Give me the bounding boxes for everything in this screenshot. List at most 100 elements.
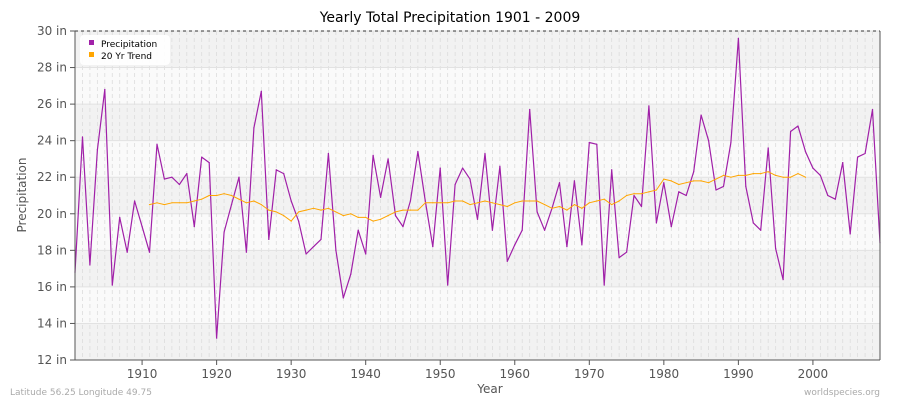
precipitation-point bbox=[298, 220, 300, 222]
trend-point bbox=[640, 193, 643, 195]
precipitation-point bbox=[633, 194, 635, 197]
precipitation-point bbox=[201, 156, 203, 158]
precipitation-point bbox=[730, 141, 732, 144]
precipitation-point bbox=[752, 222, 754, 224]
x-tick-label: 1910 bbox=[127, 367, 158, 381]
trend-point bbox=[596, 200, 598, 202]
trend-point bbox=[529, 200, 531, 202]
precipitation-point bbox=[842, 162, 844, 164]
trend-point bbox=[380, 218, 382, 220]
precipitation-point bbox=[104, 88, 106, 91]
trend-point bbox=[387, 215, 389, 217]
trend-point bbox=[603, 198, 605, 200]
trend-point bbox=[469, 204, 471, 206]
trend-point bbox=[290, 220, 292, 222]
trend-point bbox=[543, 204, 546, 206]
y-tick-label: 12 in bbox=[37, 353, 67, 367]
legend-label-precipitation: Precipitation bbox=[101, 40, 157, 50]
precipitation-point bbox=[849, 233, 851, 235]
precipitation-point bbox=[320, 238, 322, 240]
precipitation-point bbox=[461, 167, 464, 169]
precipitation-point bbox=[134, 200, 136, 202]
trend-point bbox=[678, 183, 680, 186]
precipitation-point bbox=[409, 200, 412, 202]
trend-point bbox=[148, 204, 151, 206]
x-tick-label: 1960 bbox=[499, 367, 530, 381]
precipitation-point bbox=[141, 225, 143, 228]
precipitation-point bbox=[693, 171, 695, 173]
trend-point bbox=[432, 202, 434, 204]
y-tick-label: 14 in bbox=[37, 316, 67, 330]
x-tick-label: 1980 bbox=[649, 367, 680, 381]
trend-point bbox=[461, 200, 464, 202]
precipitation-point bbox=[655, 222, 657, 224]
x-tick-label: 1950 bbox=[425, 367, 456, 381]
precipitation-point bbox=[119, 216, 121, 219]
trend-point bbox=[320, 209, 322, 211]
precipitation-point bbox=[596, 143, 598, 145]
precipitation-point bbox=[111, 284, 113, 286]
trend-point bbox=[201, 198, 203, 200]
precipitation-point bbox=[857, 156, 859, 158]
precipitation-point bbox=[178, 183, 180, 186]
y-tick-label: 22 in bbox=[37, 170, 67, 184]
precipitation-point bbox=[536, 211, 538, 213]
trend-point bbox=[670, 180, 672, 182]
x-axis-label: Year bbox=[476, 382, 502, 396]
precipitation-point bbox=[640, 205, 643, 208]
trend-point bbox=[476, 202, 479, 204]
trend-point bbox=[775, 174, 777, 176]
trend-point bbox=[439, 202, 441, 204]
trend-point bbox=[745, 174, 747, 176]
trend-point bbox=[521, 200, 523, 202]
trend-point bbox=[514, 202, 516, 204]
precipitation-point bbox=[581, 244, 583, 246]
precipitation-point bbox=[216, 337, 218, 339]
precipitation-point bbox=[208, 162, 210, 164]
trend-point bbox=[298, 211, 300, 213]
precipitation-point bbox=[417, 151, 419, 153]
precipitation-point bbox=[260, 90, 262, 92]
precipitation-point bbox=[588, 141, 590, 144]
precipitation-point bbox=[499, 165, 501, 167]
location-label: Latitude 56.25 Longitude 49.75 bbox=[10, 388, 152, 398]
y-tick-label: 20 in bbox=[37, 207, 67, 221]
trend-point bbox=[417, 209, 419, 211]
precipitation-point bbox=[715, 189, 717, 191]
precipitation-point bbox=[365, 253, 367, 255]
trend-point bbox=[752, 172, 754, 175]
precipitation-point bbox=[700, 114, 702, 116]
precipitation-point bbox=[864, 152, 866, 155]
trend-point bbox=[618, 200, 620, 202]
precipitation-point bbox=[156, 143, 158, 145]
precipitation-point bbox=[804, 151, 807, 153]
trend-point bbox=[268, 209, 270, 211]
precipitation-point bbox=[163, 178, 166, 180]
trend-point bbox=[163, 204, 166, 206]
trend-point bbox=[245, 202, 248, 204]
precipitation-point bbox=[424, 200, 426, 202]
precipitation-point bbox=[782, 278, 784, 281]
trend-point bbox=[260, 204, 262, 206]
precipitation-point bbox=[439, 167, 441, 169]
x-tick-label: 1920 bbox=[201, 367, 232, 381]
precipitation-point bbox=[775, 247, 777, 250]
trend-point bbox=[499, 204, 501, 206]
precipitation-point bbox=[275, 169, 277, 171]
source-label: worldspecies.org bbox=[804, 388, 880, 398]
trend-point bbox=[700, 180, 702, 182]
trend-point bbox=[551, 207, 553, 209]
trend-point bbox=[797, 172, 799, 175]
precipitation-point bbox=[566, 246, 568, 248]
trend-point bbox=[193, 200, 195, 202]
precipitation-point bbox=[126, 251, 128, 253]
precipitation-point bbox=[819, 174, 821, 176]
trend-point bbox=[484, 200, 486, 202]
trend-point bbox=[558, 205, 561, 208]
trend-point bbox=[312, 207, 315, 209]
precipitation-point bbox=[476, 218, 479, 220]
precipitation-point bbox=[148, 251, 151, 253]
precipitation-point bbox=[707, 140, 710, 142]
trend-point bbox=[350, 213, 352, 215]
trend-point bbox=[573, 204, 575, 206]
